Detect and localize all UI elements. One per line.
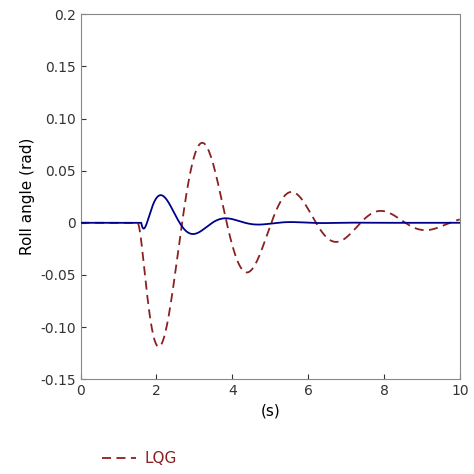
- LQG: [146, 310, 152, 316]
- LQG: [361, 217, 366, 222]
- Y-axis label: Roll angle (rad): Roll angle (rad): [19, 138, 35, 255]
- Line: LQG: LQG: [81, 143, 460, 347]
- LQG: [156, 344, 162, 350]
- LQG: [305, 206, 311, 212]
- Legend: LQG: LQG: [96, 445, 183, 473]
- LQG: [78, 220, 83, 226]
- LQG: [390, 212, 395, 218]
- LQG: [325, 235, 330, 241]
- X-axis label: (s): (s): [260, 404, 280, 419]
- LQG: [457, 217, 463, 222]
- LQG: [200, 140, 205, 146]
- LQG: [223, 215, 228, 221]
